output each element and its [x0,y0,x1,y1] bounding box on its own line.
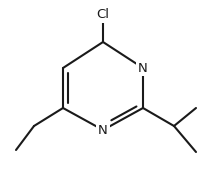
Text: N: N [138,62,148,74]
Text: N: N [98,123,108,137]
Text: Cl: Cl [97,8,110,22]
